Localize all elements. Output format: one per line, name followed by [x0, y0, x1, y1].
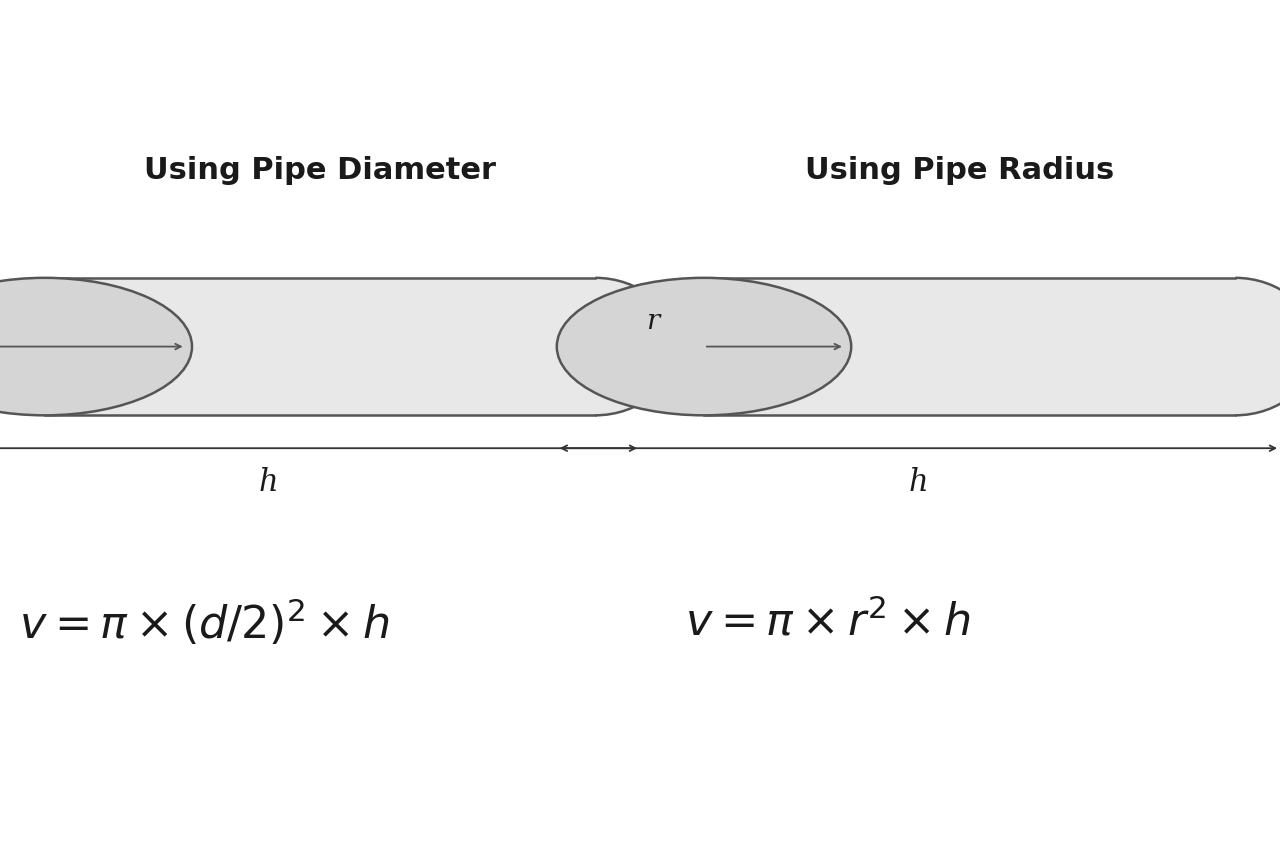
Polygon shape — [45, 278, 595, 415]
Circle shape — [557, 278, 851, 415]
Polygon shape — [704, 278, 1235, 415]
Text: $v = \pi \times r^2 \times h$: $v = \pi \times r^2 \times h$ — [685, 600, 970, 644]
Text: h: h — [259, 466, 279, 497]
Bar — [607, 769, 673, 776]
Text: h: h — [909, 466, 928, 497]
Ellipse shape — [515, 278, 676, 415]
Text: r: r — [646, 308, 659, 334]
Bar — [609, 769, 671, 773]
Circle shape — [0, 278, 192, 415]
Text: $v = \pi \times (d/2)^2 \times h$: $v = \pi \times (d/2)^2 \times h$ — [19, 596, 389, 647]
Text: Using Pipe Radius: Using Pipe Radius — [805, 156, 1115, 185]
Text: www.inchcalculator.com: www.inchcalculator.com — [522, 816, 758, 835]
Ellipse shape — [1155, 278, 1280, 415]
Text: Pipe Volume Formula: Pipe Volume Formula — [232, 28, 1048, 104]
Text: Using Pipe Diameter: Using Pipe Diameter — [143, 156, 497, 185]
